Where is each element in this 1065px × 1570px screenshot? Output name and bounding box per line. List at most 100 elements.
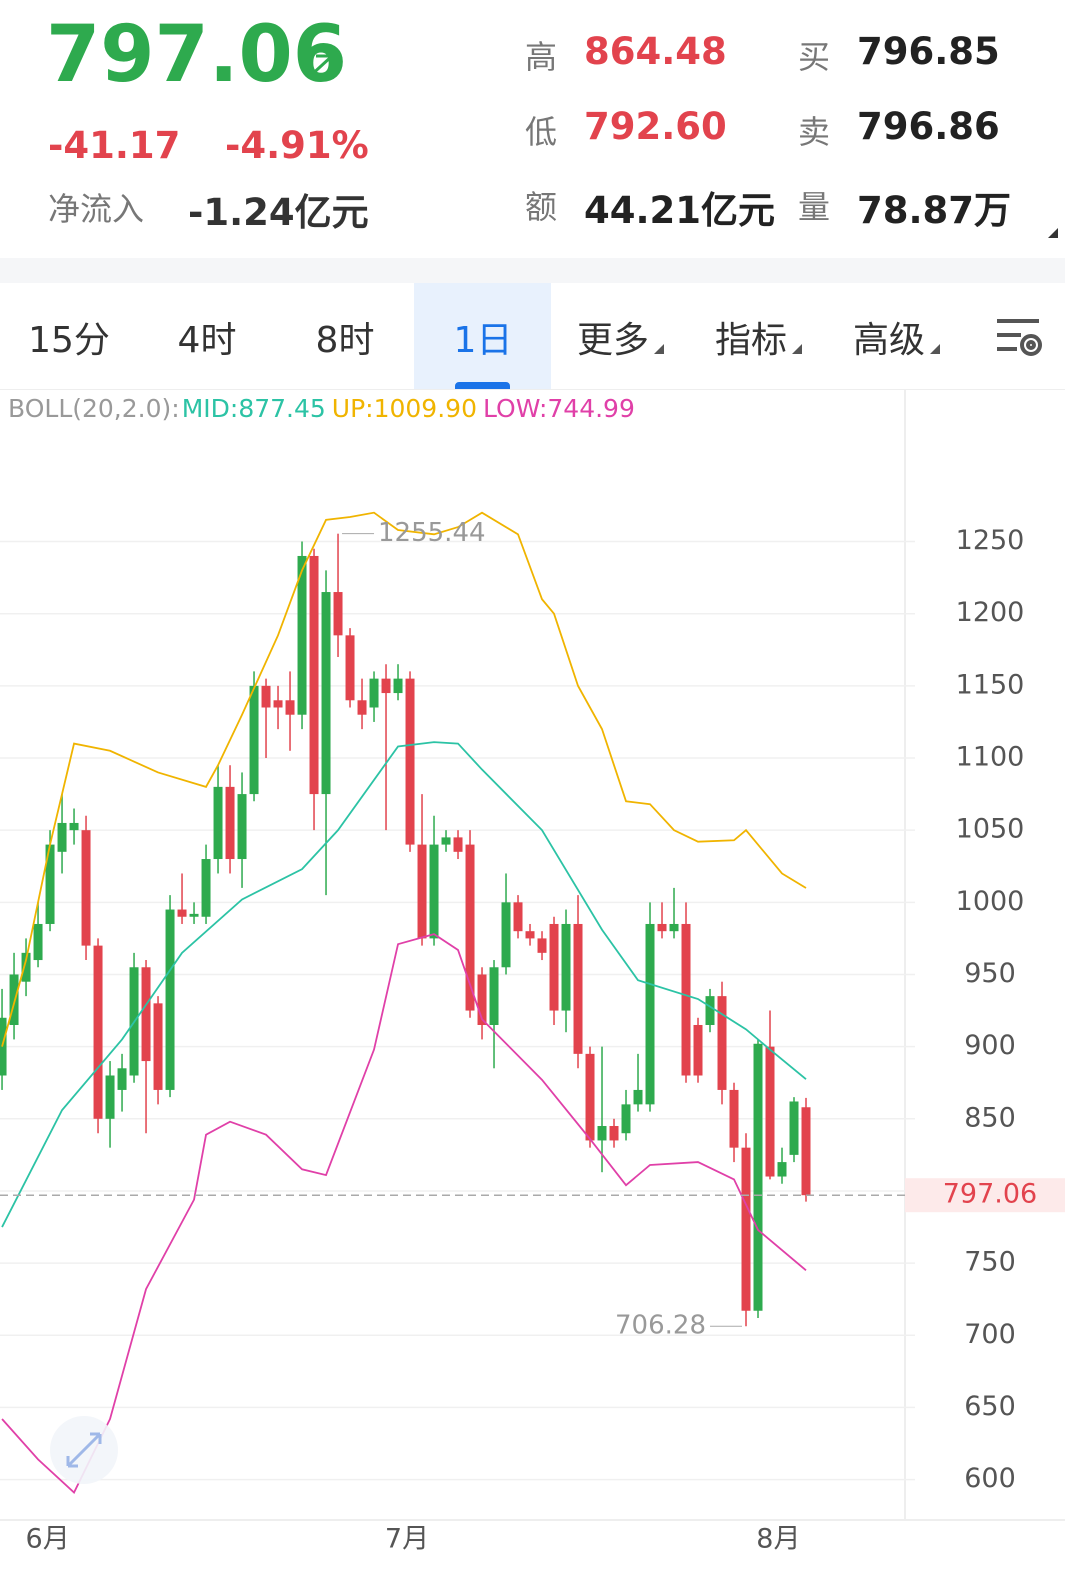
up-arrow [306,54,334,80]
stat-value: 44.21亿元 [584,189,776,232]
candle-body [621,1104,631,1134]
candle-body [429,844,439,939]
candle-body [789,1101,799,1155]
y-tick-label: 1150 [956,669,1025,700]
tab-label: 1日 [453,319,513,361]
candle-body [165,909,175,1090]
candle-body [765,1046,775,1177]
candle-body [609,1126,619,1141]
tab-label: 15分 [28,319,110,361]
candle-body [477,974,487,1025]
candle-body [537,938,547,953]
candle-body [801,1107,811,1196]
candle-body [441,837,451,845]
change-pct: -4.91% [225,124,369,167]
candle-body [237,794,247,860]
active-tab-bar [455,382,510,390]
candle-body [381,678,391,694]
candle-body [657,923,667,932]
y-tick-label: 750 [964,1247,1016,1278]
candle-body [465,844,475,1011]
candle-body [261,685,271,708]
candle-body [117,1068,127,1090]
candle-body [57,822,67,852]
stat-value: 796.86 [857,105,1000,148]
chart: 600 650 700 750 850 900 950 1000 1050 1100 1150 120… [0,390,1065,1555]
separator [0,258,1065,283]
price: 797.06 [46,10,347,100]
candle-body [0,1017,7,1076]
expand-icon [66,1432,102,1468]
candle-body [393,678,403,694]
y-tick-label: 1000 [956,886,1025,917]
candle-body [753,1043,763,1311]
candle-body [501,902,511,968]
tab[interactable]: 8时 [276,283,414,390]
y-tick-label: 850 [964,1102,1016,1133]
candle-body [141,967,151,1062]
candle-body [309,555,319,795]
candle-body [717,996,727,1090]
candle-body [33,923,43,961]
candle-body [153,1003,163,1090]
tab[interactable]: 15分 [0,283,138,390]
tab[interactable]: 4时 [138,283,276,390]
x-tick-label: 6月 [26,1524,70,1555]
stat-label: 量 [798,188,831,226]
change: -41.17 [48,124,181,167]
y-tick-label: 650 [964,1391,1016,1422]
last-price-bg [905,1178,1065,1213]
active-tab-bg [414,283,551,390]
expand-button[interactable] [50,1416,118,1484]
y-tick-label: 950 [964,958,1016,989]
x-tick-label: 8月 [756,1524,800,1555]
y-tick-label: 1100 [956,742,1025,773]
tab[interactable]: 指标 [690,283,828,390]
candle-body [645,923,655,1105]
candle-body [297,555,307,715]
candle-body [489,967,499,1025]
x-tick-label: 7月 [385,1524,429,1555]
candle-body [669,923,679,932]
candle-body [45,844,55,924]
legend-item: BOLL(20,2.0): [8,394,180,423]
tab[interactable]: 1日 [414,283,552,390]
corner-mark [1048,228,1058,238]
last-price-label: 797.06 [943,1179,1037,1210]
boll-line [1,933,807,1495]
settings-icon[interactable] [995,315,1047,361]
candle-body [273,700,283,708]
tab-border [0,389,1065,390]
stat-value: 796.85 [857,30,1000,73]
candle-body [357,700,367,715]
candle-body [417,844,427,939]
high-label: 1255.44 [378,518,486,548]
tab-label: 8时 [315,319,375,361]
legend-item: LOW:744.99 [483,394,635,423]
low-label: 706.28 [615,1311,706,1341]
candle-body [741,1147,751,1311]
tab-label: 指标 [714,319,787,361]
y-tick-label: 600 [964,1463,1016,1494]
stat-value: 864.48 [584,30,727,73]
candle-body [177,909,187,917]
stat-label: 额 [525,188,558,226]
candle-body [597,1126,607,1141]
tab-label: 4时 [177,319,237,361]
candle-body [189,913,199,917]
candle-body [69,822,79,831]
candle-body [249,685,259,795]
candle-body [21,952,31,982]
tab-caret [654,343,664,354]
candle-body [693,1024,703,1076]
y-tick-label: 1200 [956,597,1025,628]
tab-caret [792,343,802,354]
candle-body [681,923,691,1076]
candle-body [513,902,523,932]
tab[interactable]: 更多 [552,283,690,390]
candle-body [81,830,91,946]
net-inflow-label: 净流入 [48,190,145,228]
tab[interactable]: 高级 [828,283,966,390]
stat-label: 卖 [798,113,831,151]
candle-body [93,945,103,1119]
